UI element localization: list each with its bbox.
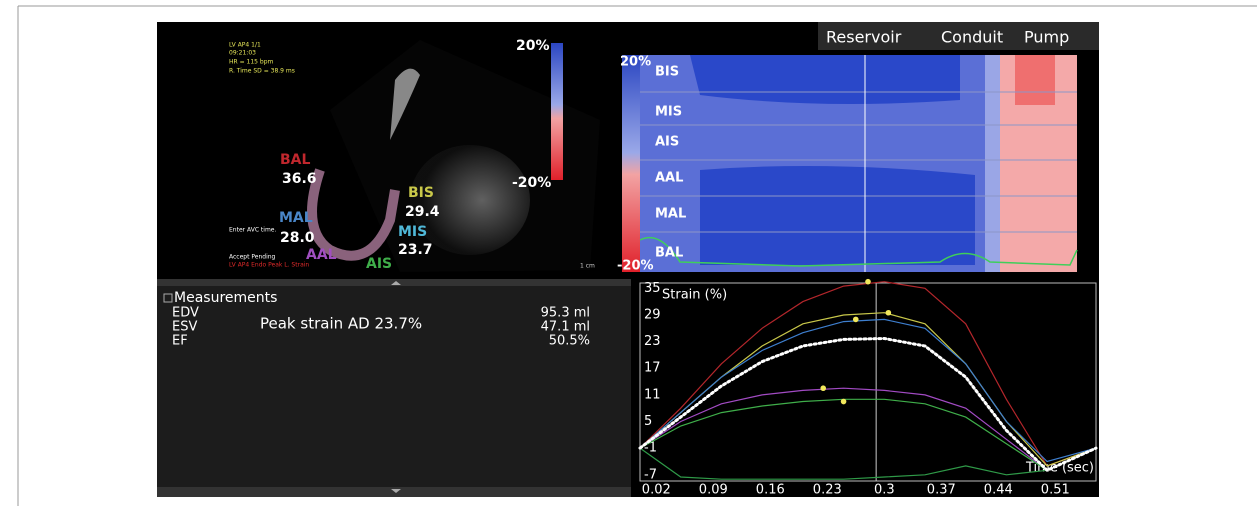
- segment-label: BIS: [408, 185, 434, 201]
- measure-name: ESV: [172, 320, 197, 335]
- page: LV AP4 1/1 09:21:03 HR = 115 bpm R. Time…: [0, 0, 1257, 506]
- colorbar-label: 20%: [516, 38, 550, 54]
- x-tick-label: 0.09: [699, 483, 728, 498]
- segment-label: AIS: [366, 256, 392, 272]
- map-segment: BIS: [655, 65, 679, 80]
- map-scale: -20%: [617, 259, 654, 274]
- echo-info: HR = 115 bpm: [229, 59, 273, 66]
- map-scale: 20%: [620, 55, 651, 70]
- y-axis-label: Strain (%): [662, 288, 727, 303]
- y-tick-label: 29: [644, 307, 661, 322]
- y-tick-label: 5: [644, 414, 652, 429]
- x-tick-label: 0.51: [1041, 483, 1070, 498]
- measure-name: EDV: [172, 306, 199, 321]
- measurements-title: Measurements: [174, 290, 277, 306]
- measure-name: EF: [172, 334, 188, 349]
- segment-label: BAL: [280, 152, 311, 168]
- segment-label: MAL: [279, 210, 313, 226]
- measure-value: 50.5%: [549, 334, 590, 349]
- peak-marker: [865, 279, 871, 285]
- peak-marker: [820, 385, 826, 391]
- segment-value: 29.4: [405, 204, 440, 220]
- peak-marker: [841, 399, 847, 405]
- map-segment: MAL: [655, 207, 686, 222]
- measure-value: 95.3 ml: [541, 306, 590, 321]
- segment-value: 23.7: [398, 242, 433, 258]
- segment-value: 28.0: [280, 230, 315, 246]
- segment-value: 36.6: [282, 171, 317, 187]
- segment-label: AAL: [306, 247, 337, 263]
- y-tick-label: 35: [644, 281, 661, 296]
- x-tick-label: 0.23: [813, 483, 842, 498]
- panel-bar: [157, 487, 631, 497]
- map-colorbar: [622, 55, 640, 272]
- measure-value: 47.1 ml: [541, 320, 590, 335]
- map-segment: AAL: [655, 171, 683, 186]
- x-tick-label: 0.3: [874, 483, 895, 498]
- measurements-panel: Measurements EDV 95.3 ml ESV 47.1 ml EF …: [157, 279, 631, 497]
- x-tick-label: 0.16: [756, 483, 785, 498]
- peak-marker: [853, 317, 859, 323]
- x-tick-label: 0.37: [927, 483, 956, 498]
- map-segment: AIS: [655, 135, 679, 150]
- colorbar: [551, 43, 563, 180]
- y-tick-label: 23: [644, 334, 661, 349]
- measure-note: Peak strain AD 23.7%: [260, 315, 422, 333]
- map-segment: BAL: [655, 246, 683, 261]
- y-tick-label: 11: [644, 387, 661, 402]
- screenshot: LV AP4 1/1 09:21:03 HR = 115 bpm R. Time…: [0, 0, 1257, 506]
- phase-label: Pump: [1024, 28, 1069, 47]
- phase-label: Reservoir: [826, 28, 902, 47]
- map-field: [1015, 55, 1055, 105]
- map-segment: MIS: [655, 105, 682, 120]
- echo-note: LV AP4 Endo Peak L. Strain: [229, 262, 309, 269]
- segment-label: MIS: [398, 224, 427, 240]
- echo-note: Accept Pending: [229, 254, 276, 261]
- strain-map: Reservoir Conduit Pump 20% -20% BIS MIS …: [617, 22, 1099, 274]
- x-tick-label: 0.44: [984, 483, 1013, 498]
- echo-info: 09:21:03: [229, 50, 256, 57]
- echo-note: Enter AVC time.: [229, 227, 276, 234]
- y-tick-label: 17: [644, 361, 661, 376]
- scale-label: 1 cm: [580, 263, 595, 270]
- phase-label: Conduit: [941, 28, 1003, 47]
- y-tick-label: -7: [644, 467, 657, 482]
- echo-info: LV AP4 1/1: [229, 42, 261, 49]
- colorbar-label: -20%: [512, 175, 551, 191]
- x-tick-label: 0.02: [642, 483, 671, 498]
- echo-info: R. Time SD = 38.9 ms: [229, 68, 295, 75]
- peak-marker: [886, 310, 892, 316]
